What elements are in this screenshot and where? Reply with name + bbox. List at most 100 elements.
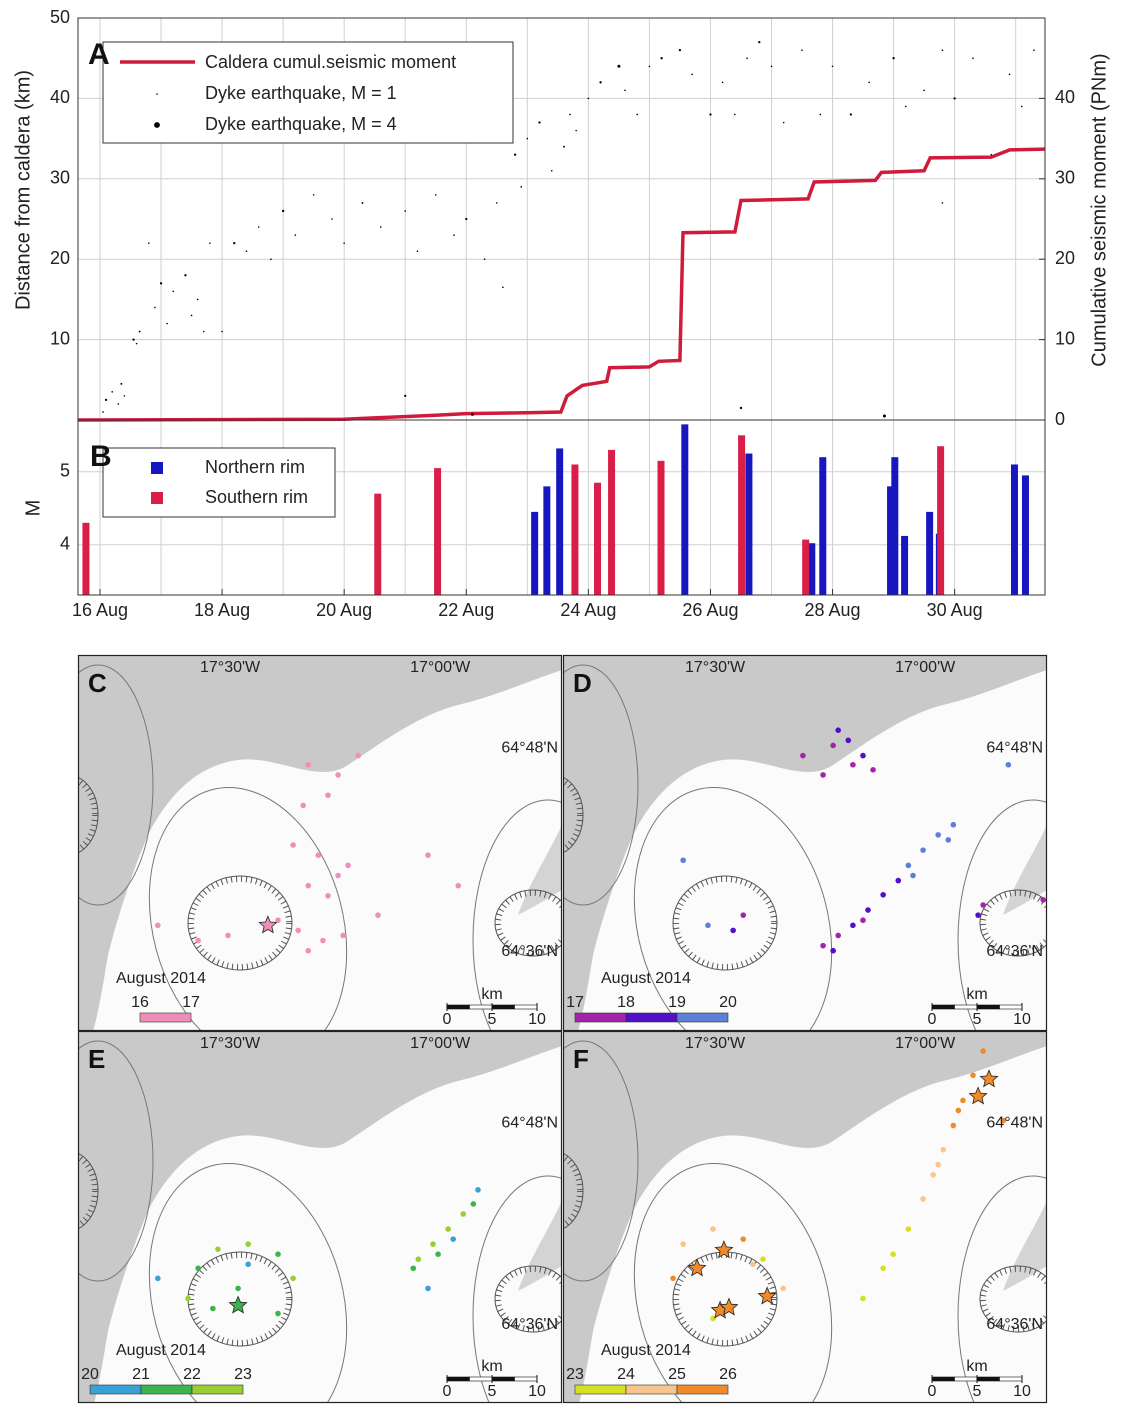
epicenter xyxy=(425,1285,431,1292)
large-event-star xyxy=(714,1240,734,1259)
colorbar-label: August 2014 xyxy=(601,1342,691,1359)
scalebar-tick-label: 0 xyxy=(928,1383,937,1400)
caldera-hatch xyxy=(563,777,583,853)
legend-label: Southern rim xyxy=(205,487,308,507)
bar xyxy=(891,457,899,595)
epicenter xyxy=(905,1226,912,1232)
earthquake-point xyxy=(202,330,205,333)
epicenter xyxy=(415,1256,422,1263)
glacier xyxy=(579,1046,1047,1403)
scalebar-label: km xyxy=(481,986,502,1003)
earthquake-point xyxy=(648,65,651,68)
caldera-rim xyxy=(979,1265,1047,1333)
earthquake-point xyxy=(154,306,156,309)
epicenter xyxy=(835,932,841,939)
earthquake-point xyxy=(465,217,468,221)
map-frame xyxy=(562,654,1048,1032)
epicenter xyxy=(830,742,836,749)
earthquake-point xyxy=(245,250,248,252)
earthquake-point xyxy=(941,202,944,204)
outline xyxy=(633,1163,833,1403)
earthquake-point xyxy=(379,226,382,228)
scalebar-segment xyxy=(954,1376,978,1382)
map-frame xyxy=(77,1030,563,1404)
colorbar-segment xyxy=(89,1384,142,1395)
map-background xyxy=(78,655,562,1031)
bar xyxy=(556,448,564,595)
colorbar-label: August 2014 xyxy=(601,970,691,987)
bar xyxy=(608,449,616,595)
epicenter xyxy=(430,1241,436,1247)
earthquake-point xyxy=(257,226,260,228)
scalebar-segment xyxy=(469,1004,493,1010)
earthquake-point xyxy=(734,113,736,116)
earthquake-point xyxy=(209,242,211,244)
large-event-star xyxy=(258,915,278,934)
outline xyxy=(563,1040,639,1282)
epicenter xyxy=(460,1211,467,1217)
legend-label: Northern rim xyxy=(205,457,305,477)
nunatak xyxy=(518,1201,562,1291)
bar xyxy=(808,543,816,595)
scalebar-tick-label: 5 xyxy=(973,1383,982,1400)
outline xyxy=(472,1175,562,1403)
large-event-star xyxy=(719,1297,739,1316)
epicenter xyxy=(410,1265,417,1272)
epicenter xyxy=(155,922,161,929)
caldera-hatch xyxy=(563,1153,583,1229)
longitude-label: 17°30'W xyxy=(200,1035,261,1052)
scalebar-tick-label: 10 xyxy=(528,1011,546,1028)
earthquake-point xyxy=(233,241,236,245)
earthquake-point xyxy=(434,194,437,196)
scalebar-segment xyxy=(931,1376,955,1382)
outline xyxy=(633,787,833,1031)
epicenter xyxy=(800,752,806,759)
outline xyxy=(563,664,639,906)
bar xyxy=(926,511,934,595)
epicenter xyxy=(760,1256,766,1263)
bar xyxy=(802,539,810,595)
colorbar-segment xyxy=(676,1012,729,1023)
earthquake-point xyxy=(721,81,724,84)
earthquake-point xyxy=(102,411,104,413)
x-tick-label: 18 Aug xyxy=(194,600,250,620)
scalebar-segment xyxy=(469,1376,493,1382)
earthquake-point xyxy=(636,113,638,116)
epicenter xyxy=(185,1295,191,1302)
epicenter xyxy=(780,1285,786,1292)
earthquake-point xyxy=(361,201,364,204)
earthquake-point xyxy=(941,49,944,51)
epicenter xyxy=(705,922,711,929)
x-tick-label: 22 Aug xyxy=(438,600,494,620)
bar xyxy=(82,522,90,595)
epicenter xyxy=(320,937,326,944)
earthquake-point xyxy=(123,395,126,397)
epicenter xyxy=(890,1251,897,1257)
epicenter xyxy=(740,912,747,918)
scalebar-segment xyxy=(514,1376,538,1382)
epicenter xyxy=(375,912,381,918)
epicenter xyxy=(980,902,986,908)
epicenter xyxy=(305,947,312,954)
earthquake-point xyxy=(758,40,761,44)
scalebar-label: km xyxy=(966,1358,987,1375)
legend-dot xyxy=(154,122,160,128)
earthquake-point xyxy=(520,186,523,188)
colorbar-tick-label: 21 xyxy=(132,1366,150,1383)
earthquake-point xyxy=(270,258,272,261)
bar xyxy=(594,482,602,595)
y-axis-label: M xyxy=(22,500,44,517)
earthquake-point xyxy=(416,250,419,252)
bar xyxy=(571,464,579,595)
panel-label: C xyxy=(88,668,107,698)
epicenter xyxy=(305,761,312,768)
panel-label: E xyxy=(88,1044,105,1074)
epicenter xyxy=(315,852,322,858)
large-event-star xyxy=(687,1258,707,1277)
colorbar-segment xyxy=(574,1012,627,1023)
legend-box xyxy=(102,447,336,518)
epicenter xyxy=(850,922,856,929)
x-tick-label: 30 Aug xyxy=(927,600,983,620)
epicenter xyxy=(195,937,201,944)
large-event-star xyxy=(757,1286,777,1305)
